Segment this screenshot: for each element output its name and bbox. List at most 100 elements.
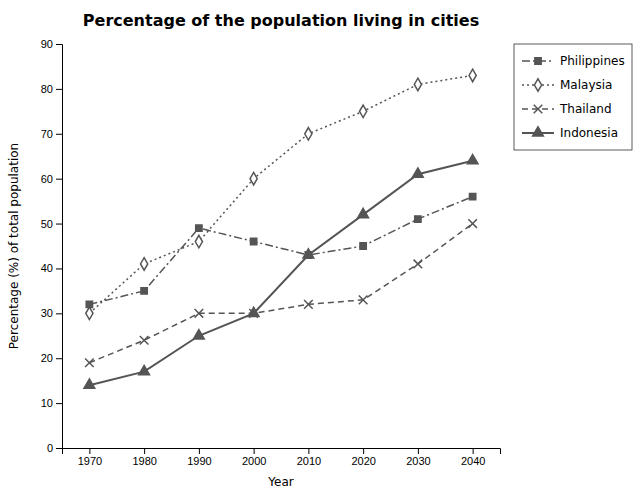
- series: [86, 69, 476, 319]
- y-tick: 40: [41, 262, 62, 274]
- legend-frame: [514, 44, 632, 150]
- x-tick-mark: [363, 448, 364, 454]
- point: [414, 78, 421, 90]
- line: [89, 224, 472, 363]
- y-tick-mark: [56, 179, 62, 180]
- x-axis-line: [63, 449, 501, 455]
- point: [360, 105, 367, 117]
- x-tick: 2030: [406, 448, 430, 467]
- x-tick: 1990: [187, 448, 211, 467]
- point: [358, 208, 369, 217]
- x-axis-title: Year: [267, 475, 293, 489]
- point: [248, 307, 259, 316]
- line: [89, 75, 472, 313]
- x-tick: 2010: [297, 448, 321, 467]
- y-tick-label: 70: [41, 128, 53, 140]
- legend-item: Indonesia: [522, 126, 618, 140]
- y-tick: 70: [41, 128, 62, 140]
- y-tick-mark: [56, 268, 62, 269]
- point: [467, 155, 478, 164]
- point: [414, 260, 423, 269]
- y-tick-mark: [56, 89, 62, 90]
- title: Percentage of the population living in c…: [83, 11, 479, 30]
- legend-marker: [534, 105, 543, 114]
- x-tick-label: 2030: [406, 455, 430, 467]
- legend-item: Malaysia: [522, 78, 612, 92]
- x-tick-mark: [308, 448, 309, 454]
- point: [250, 238, 256, 244]
- y-tick-mark: [56, 358, 62, 359]
- point: [360, 243, 366, 249]
- point: [468, 219, 477, 228]
- point: [305, 128, 312, 140]
- point: [86, 307, 93, 319]
- y-tick: 10: [41, 397, 62, 409]
- point: [139, 365, 150, 374]
- legend-item: Philippines: [522, 54, 625, 68]
- y-tick-label: 0: [47, 442, 53, 454]
- point: [250, 172, 257, 184]
- line: [89, 161, 472, 385]
- y-axis-title: Percentage (%) of total population: [7, 143, 21, 349]
- legend-label: Malaysia: [560, 78, 612, 92]
- y-tick-label: 10: [41, 397, 53, 409]
- y-tick-label: 80: [41, 83, 53, 95]
- y-tick: 50: [41, 218, 62, 230]
- point: [413, 168, 424, 177]
- x-tick-mark: [254, 448, 255, 454]
- point: [469, 69, 476, 81]
- y-tick: 30: [41, 307, 62, 319]
- x-tick-label: 2000: [242, 455, 266, 467]
- point: [140, 336, 149, 345]
- point: [141, 258, 148, 270]
- point: [359, 296, 368, 305]
- point: [469, 193, 475, 199]
- x-tick: 1970: [78, 448, 102, 467]
- point: [141, 288, 147, 294]
- legend-label: Indonesia: [560, 126, 618, 140]
- x-tick: 2000: [242, 448, 266, 467]
- y-tick-label: 90: [41, 38, 53, 50]
- x-tick-mark: [199, 448, 200, 454]
- point: [196, 225, 202, 231]
- x-tick: 1980: [132, 448, 156, 467]
- series-group: [84, 69, 478, 388]
- x-tick: 2020: [351, 448, 375, 467]
- y-tick-label: 50: [41, 218, 53, 230]
- legend: Philippines Malaysia Thailand Indonesia: [514, 44, 632, 150]
- y-tick: 0: [47, 442, 62, 454]
- x-tick-label: 1980: [132, 455, 156, 467]
- y-tick-mark: [56, 448, 62, 449]
- line: [89, 197, 472, 305]
- y-tick-mark: [56, 224, 62, 225]
- y-tick: 80: [41, 83, 62, 95]
- legend-marker: [533, 127, 544, 136]
- y-tick-label: 60: [41, 173, 53, 185]
- x-tick: 2040: [461, 448, 485, 467]
- x-tick-label: 2010: [297, 455, 321, 467]
- plot-area: 1970 1980 1990 2000 2010 2020 2030 2040 0 10 2030 4…: [41, 38, 501, 467]
- point: [85, 358, 94, 367]
- x-tick-label: 1970: [78, 455, 102, 467]
- point: [415, 216, 421, 222]
- y-tick: 60: [41, 173, 62, 185]
- y-tick-label: 30: [41, 307, 53, 319]
- y-tick-mark: [56, 313, 62, 314]
- chart: 1970 1980 1990 2000 2010 2020 2030 2040 0 10 2030 4…: [0, 0, 640, 498]
- y-axis: 0102030405060708090: [41, 38, 63, 454]
- series: [86, 193, 476, 307]
- legend-item: Thailand: [522, 102, 612, 116]
- y-tick-mark: [56, 403, 62, 404]
- y-tick-label: 40: [41, 262, 53, 274]
- point: [303, 249, 314, 258]
- x-tick-mark: [89, 448, 90, 454]
- point: [195, 235, 202, 247]
- legend-label: Thailand: [559, 102, 612, 116]
- legend-marker: [535, 58, 541, 64]
- y-tick-mark: [56, 44, 62, 45]
- x-axis: 1970 1980 1990 2000 2010 2020 2030 2040: [63, 448, 501, 467]
- x-tick-mark: [144, 448, 145, 454]
- y-tick: 90: [41, 38, 62, 50]
- point: [194, 330, 205, 339]
- y-tick-mark: [56, 134, 62, 135]
